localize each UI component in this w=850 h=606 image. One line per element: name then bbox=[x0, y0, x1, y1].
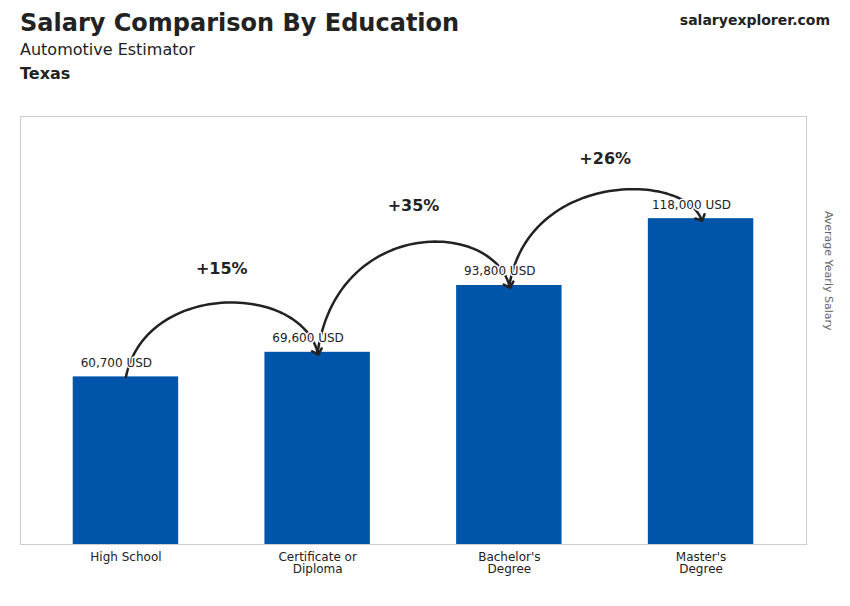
html-text:salaryexplorer.com: salaryexplorer.com bbox=[679, 12, 830, 28]
svg-text:Certificate orDiploma: Certificate orDiploma bbox=[278, 550, 356, 576]
html-text:Salary Comparison By Education: Salary Comparison By Education bbox=[20, 9, 460, 37]
svg-text:Bachelor'sDegree: Bachelor'sDegree bbox=[478, 550, 540, 576]
svg-text:+15%: +15% bbox=[196, 259, 248, 278]
svg-text:Average Yearly Salary: Average Yearly Salary bbox=[822, 211, 835, 331]
svg-text:60,700 USD: 60,700 USD bbox=[81, 356, 152, 370]
svg-text:+35%: +35% bbox=[388, 196, 440, 215]
svg-text:93,800 USD: 93,800 USD bbox=[464, 264, 535, 278]
svg-text:69,600 USD: 69,600 USD bbox=[272, 331, 343, 345]
svg-text:High School: High School bbox=[90, 550, 161, 564]
svg-text:118,000 USD: 118,000 USD bbox=[652, 198, 731, 212]
html-text:Automotive Estimator: Automotive Estimator bbox=[20, 40, 195, 59]
html-text:Texas: Texas bbox=[20, 64, 71, 83]
svg-text:+26%: +26% bbox=[579, 149, 631, 168]
svg-text:Master'sDegree: Master'sDegree bbox=[676, 550, 727, 576]
